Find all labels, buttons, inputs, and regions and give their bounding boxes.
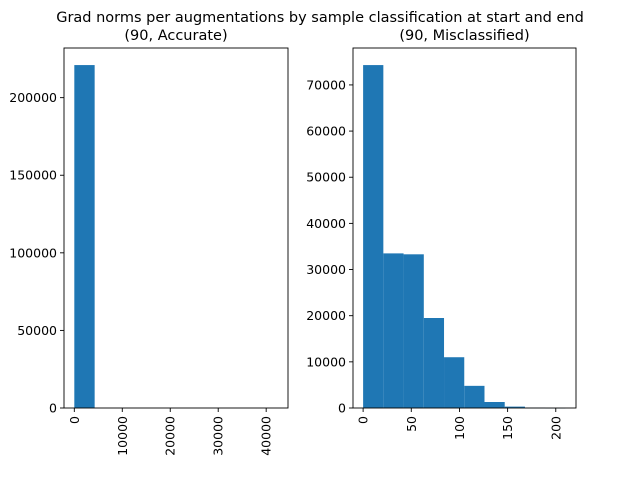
y-tick-label: 60000	[306, 124, 346, 139]
panel-accurate: (90, Accurate) 0 50000 100000 150000 200000 0 1…	[9, 28, 289, 456]
x-tick-label: 20000	[163, 416, 178, 456]
x-tick-label: 150	[500, 416, 515, 440]
panel-misclassified-subtitle: (90, Misclassified)	[399, 28, 529, 44]
x-tick-label: 100	[452, 416, 467, 440]
y-tick-label: 30000	[306, 262, 346, 277]
panel-misclassified-axes-frame	[352, 47, 577, 409]
y-tick-label: 50000	[17, 323, 57, 338]
y-tick-label: 0	[338, 401, 346, 416]
y-tick-label: 10000	[306, 354, 346, 369]
histogram-bar	[403, 254, 424, 408]
histogram-bar	[74, 65, 95, 408]
y-tick-label: 70000	[306, 77, 346, 92]
histogram-bar	[484, 402, 505, 408]
y-tick-label: 40000	[306, 216, 346, 231]
y-tick-label: 200000	[9, 90, 57, 105]
panel-misclassified: (90, Misclassified) 0 10000 20000 30000 40000…	[306, 28, 577, 440]
x-tick-label: 0	[356, 416, 371, 424]
histogram-bar	[464, 385, 485, 408]
y-tick-label: 100000	[9, 245, 57, 260]
panel-accurate-axes-frame	[63, 47, 289, 409]
x-tick-label: 30000	[211, 416, 226, 456]
y-tick-label: 0	[49, 401, 57, 416]
y-tick-label: 150000	[9, 168, 57, 183]
x-tick-label: 50	[404, 416, 419, 432]
x-tick-label: 40000	[259, 416, 274, 456]
histogram-bar	[383, 253, 404, 408]
x-tick-label: 0	[67, 416, 82, 424]
histogram-bar	[363, 65, 384, 409]
panel-accurate-subtitle: (90, Accurate)	[124, 28, 227, 44]
x-tick-label: 10000	[115, 416, 130, 456]
figure-suptitle: Grad norms per augmentations by sample c…	[56, 10, 584, 26]
histogram-bar	[444, 357, 465, 408]
y-tick-label: 20000	[306, 308, 346, 323]
histogram-bar	[423, 318, 445, 408]
x-tick-label: 200	[548, 416, 563, 440]
y-tick-label: 50000	[306, 170, 346, 185]
histogram-bar	[504, 406, 525, 408]
